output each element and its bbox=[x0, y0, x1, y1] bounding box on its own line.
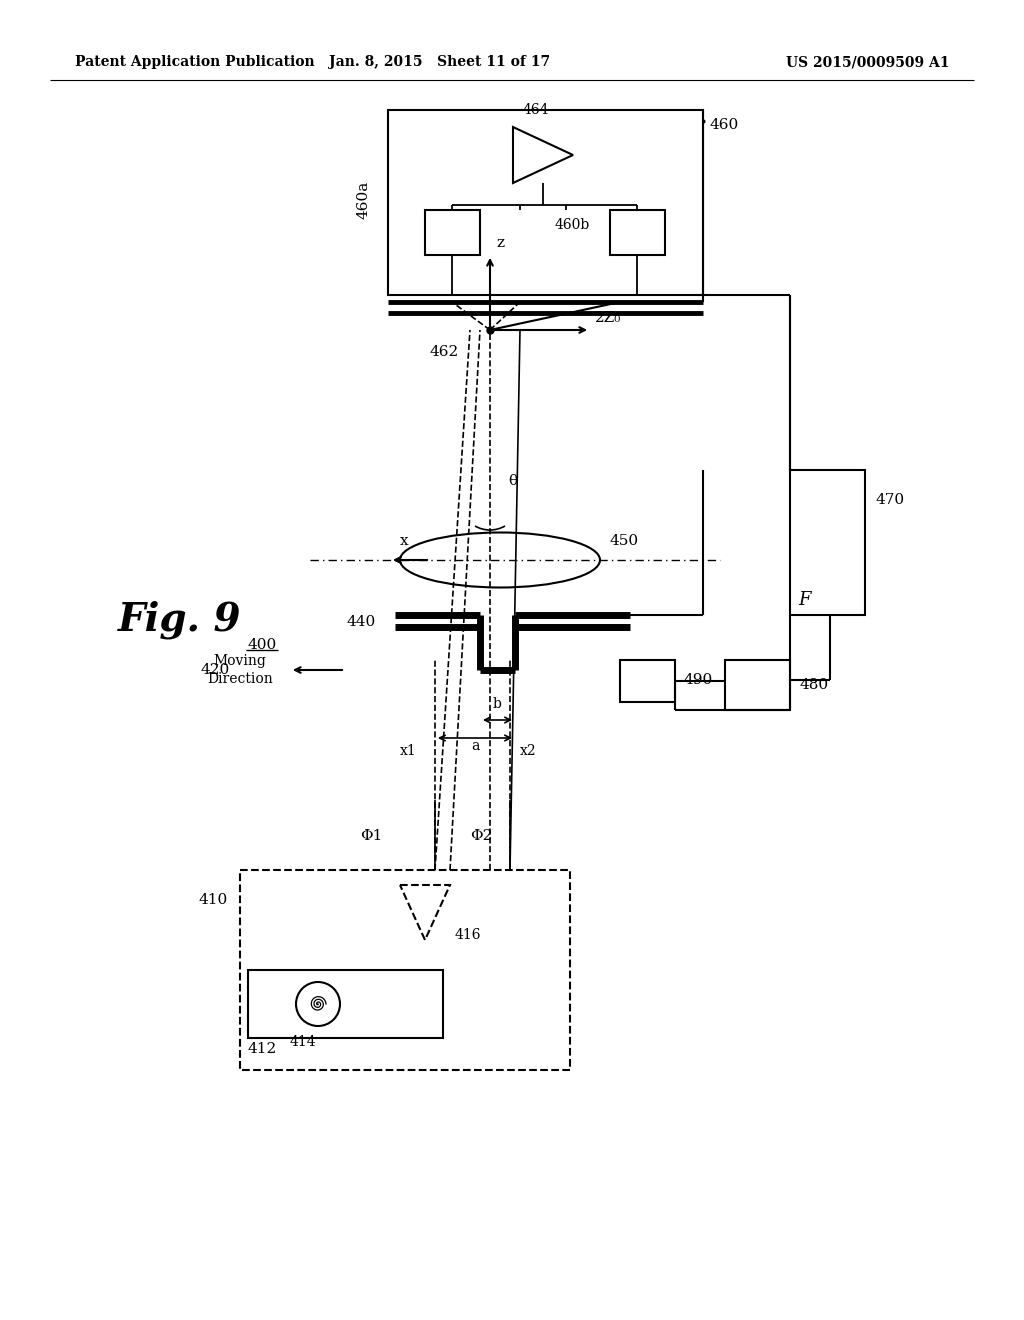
Text: 440: 440 bbox=[347, 615, 376, 630]
Bar bbox=[610, 210, 665, 255]
Text: 462: 462 bbox=[430, 345, 459, 359]
Text: 460: 460 bbox=[710, 117, 739, 132]
Text: 460b: 460b bbox=[555, 218, 590, 232]
Text: 464: 464 bbox=[523, 103, 550, 117]
Text: Φ1: Φ1 bbox=[360, 829, 382, 843]
Text: 2Z₀: 2Z₀ bbox=[595, 312, 622, 325]
Text: b: b bbox=[493, 697, 502, 711]
Text: 414: 414 bbox=[290, 1035, 316, 1049]
Text: 412: 412 bbox=[248, 1041, 278, 1056]
Bar bbox=[425, 210, 480, 255]
Bar bbox=[388, 110, 703, 294]
Text: 416: 416 bbox=[455, 928, 481, 942]
Text: 460a: 460a bbox=[356, 181, 370, 219]
Bar bbox=[725, 660, 790, 710]
Text: x2: x2 bbox=[520, 744, 537, 758]
Text: x: x bbox=[400, 535, 409, 548]
Bar bbox=[240, 870, 570, 1071]
Text: 490: 490 bbox=[684, 673, 714, 686]
Text: 450: 450 bbox=[610, 535, 639, 548]
Text: x1: x1 bbox=[400, 744, 417, 758]
Text: Jan. 8, 2015   Sheet 11 of 17: Jan. 8, 2015 Sheet 11 of 17 bbox=[330, 55, 551, 69]
Text: 400: 400 bbox=[248, 638, 278, 652]
Text: F: F bbox=[798, 591, 811, 609]
Bar bbox=[790, 470, 865, 615]
Text: 410: 410 bbox=[199, 894, 228, 907]
Text: Moving
Direction: Moving Direction bbox=[207, 655, 272, 685]
Text: Fig. 9: Fig. 9 bbox=[118, 601, 242, 639]
Text: Φ2: Φ2 bbox=[470, 829, 493, 843]
Text: 420: 420 bbox=[201, 663, 230, 677]
Text: z: z bbox=[496, 236, 504, 249]
Text: US 2015/0009509 A1: US 2015/0009509 A1 bbox=[786, 55, 950, 69]
Text: a: a bbox=[471, 739, 479, 752]
Text: 480: 480 bbox=[800, 678, 829, 692]
Bar bbox=[248, 970, 443, 1038]
Bar bbox=[620, 660, 675, 702]
Text: Patent Application Publication: Patent Application Publication bbox=[75, 55, 314, 69]
Text: θ: θ bbox=[508, 474, 517, 488]
Text: 470: 470 bbox=[874, 492, 904, 507]
